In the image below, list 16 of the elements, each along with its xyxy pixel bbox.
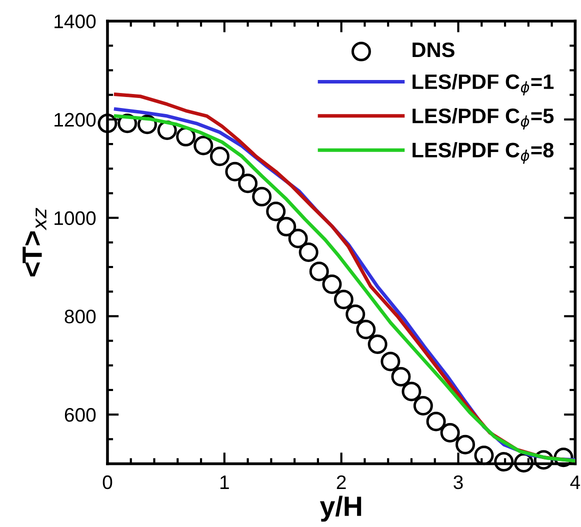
y-tick-label: 1000: [54, 211, 96, 226]
y-tick-label: 600: [64, 408, 96, 422]
x-tick-label: 2: [336, 475, 346, 489]
legend-label: LES/PDF C$_{ϕ}$=1: [412, 74, 554, 96]
y-axis-title: <T>$_{xz}$: [22, 208, 46, 276]
x-axis-title: y/H: [320, 496, 362, 522]
y-tick-label: 1400: [54, 14, 96, 28]
x-tick-label: 1: [220, 476, 229, 489]
x-tick-label: 4: [570, 476, 580, 489]
legend-label: LES/PDF C$_{ϕ}$=8: [412, 142, 554, 164]
x-tick-label: 3: [454, 475, 463, 490]
y-tick-label: 1200: [54, 112, 96, 127]
legend-label: LES/PDF C$_{ϕ}$=5: [412, 108, 554, 130]
x-tick-label: 0: [102, 475, 112, 490]
y-tick-label: 800: [64, 310, 96, 324]
legend-label: DNS: [412, 42, 454, 58]
